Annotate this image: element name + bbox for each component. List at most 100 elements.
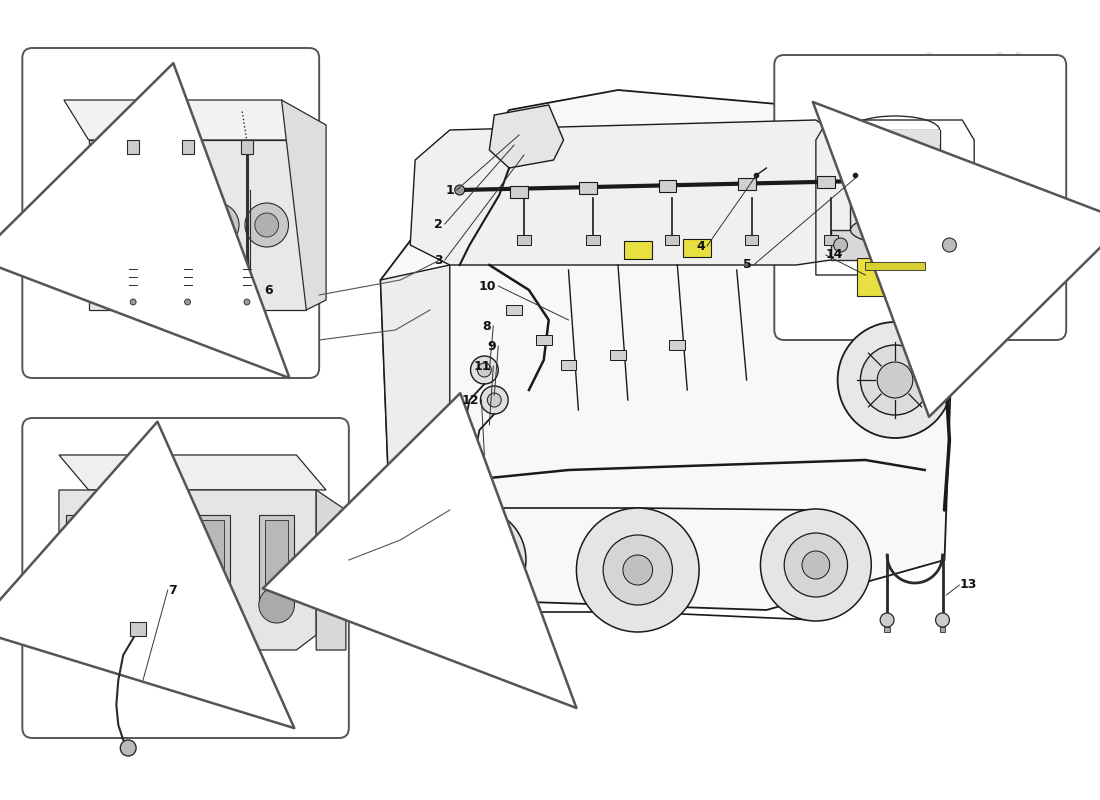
FancyBboxPatch shape (22, 48, 319, 378)
Bar (659, 180, 676, 192)
Circle shape (195, 587, 230, 623)
Bar (517, 235, 531, 245)
Bar (200, 520, 224, 600)
Bar (182, 140, 194, 154)
Text: 10: 10 (478, 279, 496, 293)
Bar (561, 360, 576, 370)
Polygon shape (381, 90, 955, 610)
Circle shape (245, 203, 288, 247)
Circle shape (196, 203, 239, 247)
Circle shape (837, 322, 953, 438)
Text: 6: 6 (265, 283, 274, 297)
Text: 14: 14 (826, 249, 844, 262)
Circle shape (463, 548, 486, 572)
Bar (586, 235, 601, 245)
Circle shape (860, 345, 930, 415)
Ellipse shape (850, 216, 939, 244)
Bar (265, 520, 288, 600)
Polygon shape (410, 120, 876, 265)
Bar (666, 235, 680, 245)
Bar (824, 235, 837, 245)
Bar (130, 622, 146, 636)
Circle shape (120, 740, 136, 756)
Polygon shape (89, 140, 306, 310)
Text: 11: 11 (474, 359, 492, 373)
Circle shape (66, 587, 101, 623)
Polygon shape (490, 105, 563, 168)
Circle shape (623, 555, 652, 585)
Polygon shape (381, 265, 450, 530)
Circle shape (784, 533, 847, 597)
Bar (195, 515, 230, 605)
Circle shape (130, 587, 166, 623)
Bar (136, 520, 160, 600)
FancyBboxPatch shape (22, 418, 349, 738)
Circle shape (107, 213, 130, 237)
Text: 1: 1 (446, 183, 454, 197)
Bar (738, 178, 756, 190)
Polygon shape (316, 490, 345, 650)
Bar (130, 515, 166, 605)
Circle shape (943, 238, 956, 252)
Circle shape (477, 363, 492, 377)
Circle shape (206, 213, 229, 237)
Text: 7: 7 (168, 583, 176, 597)
Bar (857, 258, 933, 296)
Text: 2: 2 (434, 218, 443, 230)
Text: a passion for: a passion for (418, 368, 700, 492)
Circle shape (447, 532, 503, 588)
Bar (683, 239, 711, 257)
Bar (580, 182, 597, 194)
Polygon shape (59, 490, 316, 650)
Bar (745, 235, 759, 245)
Circle shape (146, 203, 189, 247)
Polygon shape (830, 230, 959, 260)
Bar (506, 305, 522, 315)
Bar (884, 627, 890, 632)
Circle shape (97, 203, 140, 247)
Bar (510, 186, 528, 198)
Bar (817, 176, 835, 188)
Circle shape (185, 299, 190, 305)
Circle shape (802, 551, 829, 579)
Text: 1985: 1985 (517, 437, 640, 513)
Circle shape (244, 299, 250, 305)
Bar (866, 262, 925, 270)
Circle shape (454, 185, 464, 195)
Text: euroricambi: euroricambi (845, 52, 1024, 78)
Circle shape (156, 213, 179, 237)
Text: 8: 8 (483, 319, 492, 333)
Polygon shape (850, 130, 939, 144)
Polygon shape (282, 100, 326, 310)
Text: 4: 4 (696, 239, 705, 253)
Text: 3: 3 (434, 254, 443, 266)
Circle shape (576, 508, 700, 632)
Bar (939, 627, 946, 632)
Text: 1985: 1985 (904, 83, 1004, 117)
Circle shape (130, 299, 136, 305)
Circle shape (880, 613, 894, 627)
Text: 12: 12 (462, 394, 480, 406)
Circle shape (603, 535, 672, 605)
Bar (258, 515, 295, 605)
Circle shape (481, 386, 508, 414)
Bar (610, 350, 626, 360)
Bar (66, 515, 101, 605)
Bar (241, 140, 253, 154)
Bar (72, 520, 96, 600)
Circle shape (424, 508, 526, 612)
Circle shape (255, 213, 278, 237)
Bar (624, 241, 651, 259)
Text: 5: 5 (742, 258, 751, 271)
Circle shape (258, 587, 295, 623)
FancyBboxPatch shape (774, 55, 1066, 340)
Bar (128, 140, 139, 154)
Text: 13: 13 (959, 578, 977, 591)
Circle shape (471, 356, 498, 384)
Circle shape (487, 393, 502, 407)
Bar (536, 335, 552, 345)
Bar (850, 130, 939, 230)
Circle shape (936, 613, 949, 627)
Polygon shape (59, 455, 326, 490)
Circle shape (834, 238, 847, 252)
